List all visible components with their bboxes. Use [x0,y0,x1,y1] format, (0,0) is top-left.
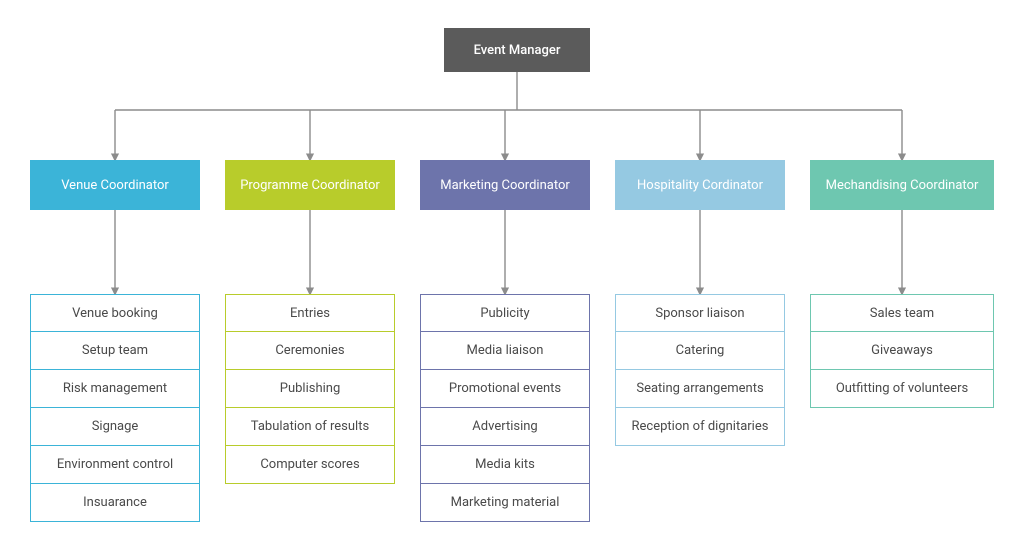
task-label: Marketing material [451,495,560,510]
task-item: Publicity [420,294,590,332]
task-label: Sales team [870,306,934,321]
task-label: Reception of dignitaries [632,419,769,434]
task-item: Seating arrangements [615,370,785,408]
branch-node: Marketing Coordinator [420,160,590,210]
task-item: Media liaison [420,332,590,370]
task-item: Risk management [30,370,200,408]
branch-label: Programme Coordinator [240,178,380,193]
task-item: Marketing material [420,484,590,522]
branch-node: Mechandising Coordinator [810,160,994,210]
task-item: Signage [30,408,200,446]
task-item: Reception of dignitaries [615,408,785,446]
task-item: Promotional events [420,370,590,408]
task-label: Venue booking [72,306,158,321]
task-item: Publishing [225,370,395,408]
task-label: Entries [290,306,330,321]
branch-node: Hospitality Cordinator [615,160,785,210]
branch-node: Programme Coordinator [225,160,395,210]
task-item: Media kits [420,446,590,484]
root-node: Event Manager [444,28,590,72]
task-item: Ceremonies [225,332,395,370]
branch-node: Venue Coordinator [30,160,200,210]
root-label: Event Manager [474,43,561,58]
branch-label: Mechandising Coordinator [826,178,979,193]
task-label: Outfitting of volunteers [836,381,968,396]
task-label: Setup team [82,343,148,358]
task-item: Sponsor liaison [615,294,785,332]
task-item: Insuarance [30,484,200,522]
task-label: Environment control [57,457,173,472]
task-item: Environment control [30,446,200,484]
branch-label: Venue Coordinator [61,178,169,193]
task-item: Setup team [30,332,200,370]
task-label: Sponsor liaison [655,306,744,321]
task-label: Seating arrangements [636,381,763,396]
branch-label: Marketing Coordinator [440,178,570,193]
task-item: Sales team [810,294,994,332]
task-item: Venue booking [30,294,200,332]
task-label: Signage [92,419,139,434]
task-label: Media liaison [467,343,544,358]
task-label: Advertising [472,419,537,434]
branch-label: Hospitality Cordinator [637,178,763,193]
task-label: Computer scores [260,457,359,472]
task-label: Publicity [480,306,529,321]
task-label: Catering [676,343,725,358]
task-item: Entries [225,294,395,332]
task-item: Tabulation of results [225,408,395,446]
task-label: Publishing [280,381,341,396]
task-label: Promotional events [449,381,561,396]
task-label: Ceremonies [275,343,344,358]
task-item: Outfitting of volunteers [810,370,994,408]
task-label: Media kits [475,457,535,472]
task-item: Advertising [420,408,590,446]
task-label: Giveaways [871,343,933,358]
task-label: Risk management [63,381,167,396]
task-item: Catering [615,332,785,370]
task-item: Giveaways [810,332,994,370]
task-label: Tabulation of results [251,419,369,434]
task-item: Computer scores [225,446,395,484]
task-label: Insuarance [83,495,147,510]
